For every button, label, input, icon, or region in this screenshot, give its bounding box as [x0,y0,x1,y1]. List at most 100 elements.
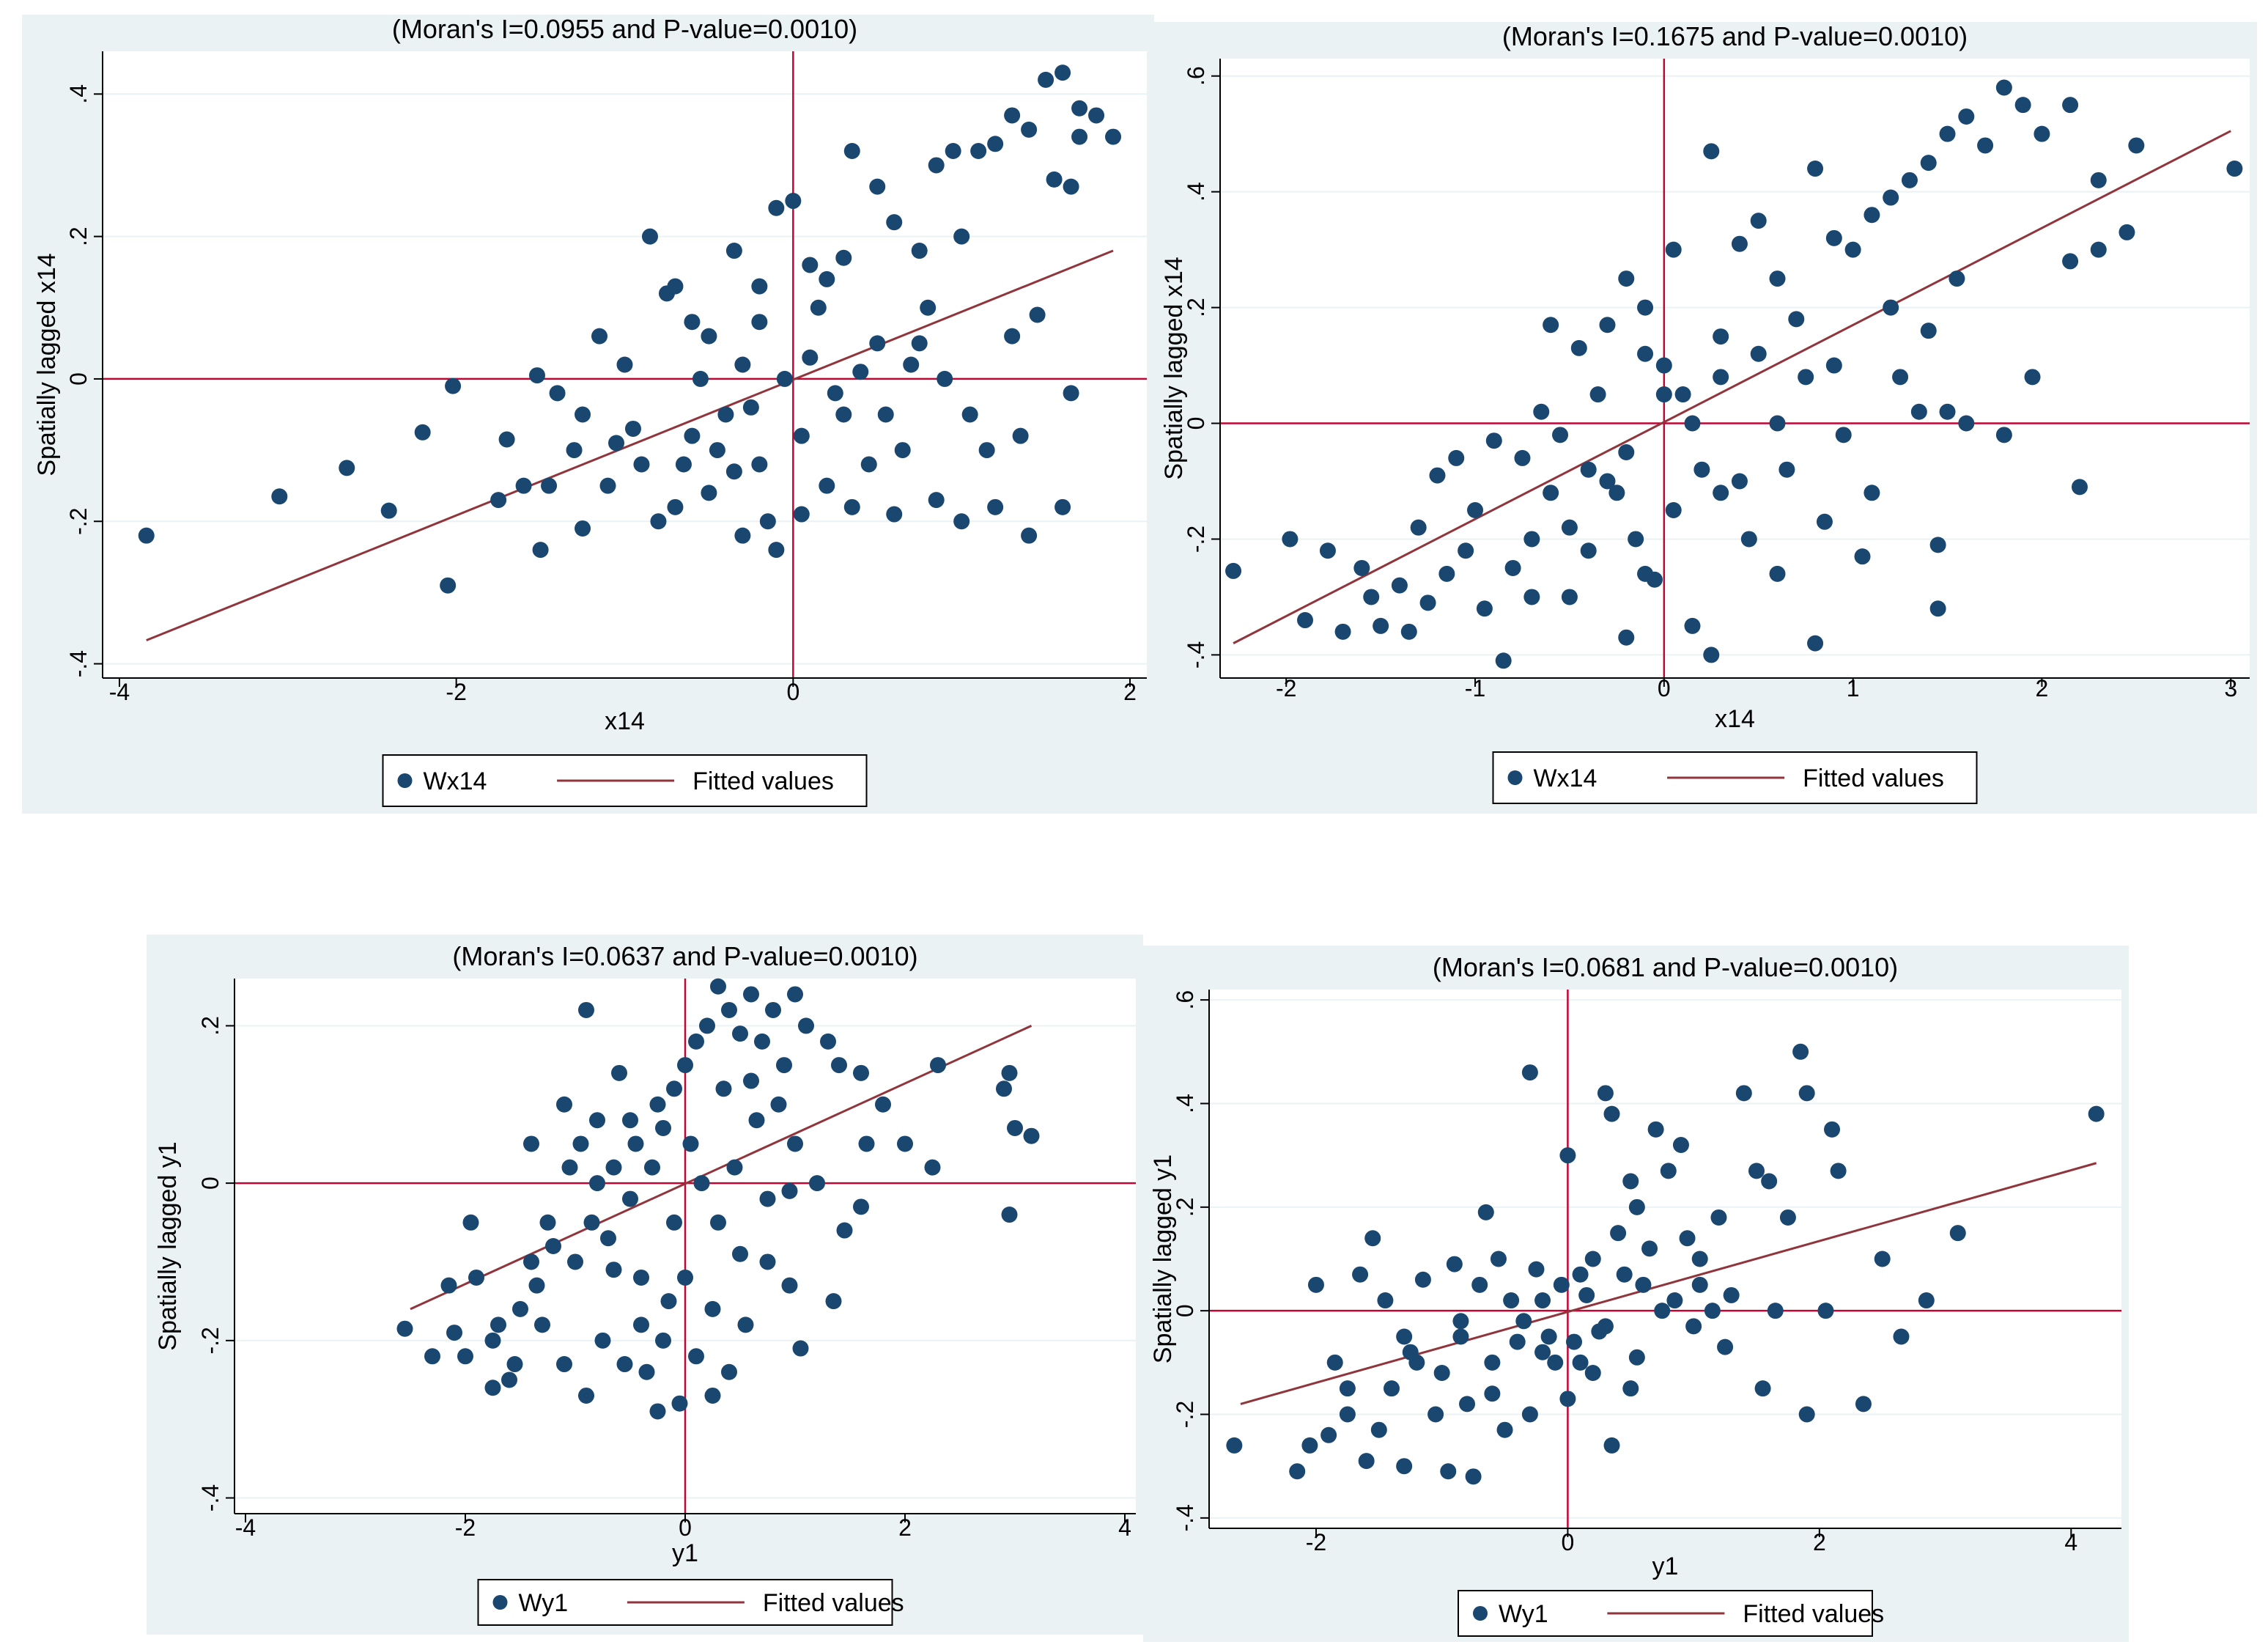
y-tick-label: .4 [1172,1094,1198,1113]
legend-label-scatter: Wx14 [424,767,487,795]
scatter-point [1713,369,1729,386]
scatter-point [622,1112,638,1129]
legend-label-line: Fitted values [692,767,834,795]
scatter-point [1054,498,1071,515]
scatter-point [138,527,155,544]
scatter-point [594,1332,611,1349]
scatter-point [1534,1344,1551,1360]
scatter-point [1307,1276,1324,1293]
scatter-point [534,1316,550,1333]
scatter-point [1572,1354,1589,1371]
x-tick-label: -2 [446,679,466,705]
scatter-point [1750,213,1767,229]
y-tick-label: -.2 [1183,526,1209,553]
y-axis-label: Spatially lagged y1 [1149,1154,1177,1363]
scatter-point [710,978,726,995]
scatter-point [1046,171,1063,188]
scatter-point [624,420,641,437]
scatter-point [1665,241,1682,258]
y-tick-label: 0 [197,1176,224,1190]
scatter-point [1918,1292,1935,1309]
scatter-point [768,542,785,559]
scatter-point [567,1253,583,1270]
x-tick-label: -4 [235,1514,256,1541]
scatter-point [655,1332,671,1349]
scatter-point [484,1380,501,1396]
scatter-point [1920,155,1937,172]
scatter-point [1503,1292,1520,1309]
scatter-point [831,1057,847,1074]
scatter-point [748,1112,765,1129]
scatter-point [1282,531,1299,548]
scatter-point [1004,107,1021,124]
scatter-point [1572,1266,1589,1283]
scatter-point [987,498,1004,515]
scatter-point [1835,427,1852,443]
scatter-point [1792,1043,1809,1060]
scatter-point [339,460,355,476]
x-tick-label: 4 [1118,1514,1131,1541]
legend-label-scatter: Wx14 [1534,765,1597,792]
scatter-point [710,1214,726,1231]
scatter-point [1874,1251,1891,1267]
scatter-point [1798,1406,1815,1423]
y-tick-label: -.4 [1172,1504,1198,1531]
x-tick-label: -1 [1465,675,1485,701]
scatter-point [1377,1292,1394,1309]
scatter-point [1703,647,1720,663]
y-tick-label: -.4 [1183,641,1209,669]
scatter-point [1007,1119,1023,1136]
scatter-point [1679,1230,1696,1247]
scatter-point [1364,1230,1381,1247]
scatter-point [1646,571,1663,588]
fitted-line [1233,130,2231,644]
scatter-point [1654,1303,1671,1319]
scatter-point [484,1332,501,1349]
scatter-point [1901,172,1918,188]
scatter-point [684,427,701,444]
scatter-point [591,328,608,345]
scatter-point [1427,1406,1444,1423]
scatter-point [2024,369,2041,386]
x-tick-label: 2 [898,1514,912,1541]
scatter-point [655,1119,671,1136]
scatter-point [886,506,903,523]
y-tick-label: .4 [65,84,92,104]
scatter-point [835,249,852,266]
scatter-point [1561,519,1578,536]
scatter-point [726,1159,743,1176]
scatter-point [820,1033,836,1050]
scatter-point [1691,1276,1708,1293]
scatter-point [1665,501,1682,518]
scatter-point [523,1253,539,1270]
scatter-point [396,1320,413,1337]
scatter-point [843,498,860,515]
scatter-point [877,406,894,423]
scatter-point [1637,345,1654,362]
scatter-point [572,1135,589,1152]
scatter-point [599,477,616,494]
scatter-point [765,1001,781,1018]
scatter-point [1471,1276,1488,1293]
scatter-point [682,1135,699,1152]
scatter-point [1761,1173,1778,1190]
scatter-point [1580,542,1597,559]
scatter-point [1616,1266,1633,1283]
scatter-point [1977,137,1994,154]
plot-area [1209,990,2121,1528]
scatter-point [1798,1085,1815,1102]
scatter-point [1995,79,2012,96]
scatter-point [1778,461,1795,478]
scatter-point [1731,473,1748,490]
scatter-point [556,1356,572,1373]
x-axis-label: y1 [672,1539,698,1567]
scatter-point [1358,1453,1375,1470]
legend-marker-scatter [492,1595,508,1610]
scatter-point [589,1112,605,1129]
scatter-point [468,1269,484,1286]
scatter-point [1352,1266,1369,1283]
scatter-point [693,1175,710,1192]
scatter-point [860,456,877,473]
scatter-point [759,1253,776,1270]
scatter-point [440,1277,457,1294]
